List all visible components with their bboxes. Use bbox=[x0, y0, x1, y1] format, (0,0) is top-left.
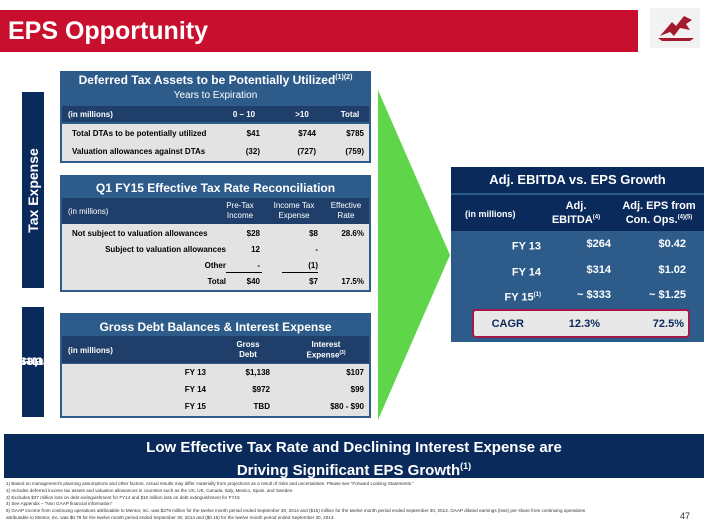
page-title: EPS Opportunity bbox=[0, 10, 638, 52]
ebitda-header-row: (in millions) Adj. EBITDA(4) Adj. EPS fr… bbox=[451, 195, 704, 231]
table-row: FY 15 bbox=[184, 402, 206, 411]
table-row: FY 14 bbox=[184, 385, 206, 394]
table-row: Other bbox=[204, 261, 226, 270]
debt-header-row: (in millions) Gross Debt Interest Expens… bbox=[62, 336, 369, 363]
table-row: Subject to valuation allowances bbox=[105, 245, 226, 254]
interest-expense-label: Interest Expense bbox=[0, 307, 69, 417]
table-row: FY 13 bbox=[184, 368, 206, 377]
etr-header-row: (in millions) Pre-Tax Income Income Tax … bbox=[62, 198, 369, 224]
etr-body: Not subject to valuation allowances $28 … bbox=[62, 224, 369, 290]
cagr-row: CAGR 12.3% 72.5% bbox=[472, 309, 690, 338]
table-row: FY 15(1) ~ $333 ~ $1.25 bbox=[504, 289, 687, 304]
table-row: FY 13 $264 $0.42 bbox=[511, 238, 686, 253]
table-row: Total bbox=[207, 277, 226, 286]
table-row: FY 14 $314 $1.02 bbox=[511, 264, 686, 279]
dta-title: Deferred Tax Assets to be Potentially Ut… bbox=[78, 73, 353, 87]
dta-body: Total DTAs to be potentially utilized $4… bbox=[62, 124, 369, 161]
dta-subtitle: Years to Expiration bbox=[173, 90, 258, 101]
table-row: Total DTAs to be potentially utilized bbox=[72, 129, 207, 138]
company-logo-icon bbox=[650, 8, 700, 48]
dta-header-row: (in millions) 0 – 10 >10 Total bbox=[62, 106, 369, 122]
tax-expense-label: Tax Expense bbox=[22, 92, 44, 288]
etr-title: Q1 FY15 Effective Tax Rate Reconciliatio… bbox=[95, 181, 336, 195]
table-row: Not subject to valuation allowances bbox=[72, 229, 208, 238]
footnotes: 1) Based on management’s planning assump… bbox=[6, 481, 586, 520]
green-arrow-icon bbox=[378, 90, 450, 420]
debt-title: Gross Debt Balances & Interest Expense bbox=[99, 320, 332, 334]
page-number: 47 bbox=[680, 511, 691, 521]
summary-banner: Low Effective Tax Rate and Declining Int… bbox=[4, 434, 704, 479]
debt-body: FY 13 $1,138 $107 FY 14 $972 $99 FY 15 T… bbox=[62, 364, 369, 416]
table-row: Valuation allowances against DTAs bbox=[72, 147, 206, 156]
ebitda-title: Adj. EBITDA vs. EPS Growth bbox=[451, 167, 704, 193]
